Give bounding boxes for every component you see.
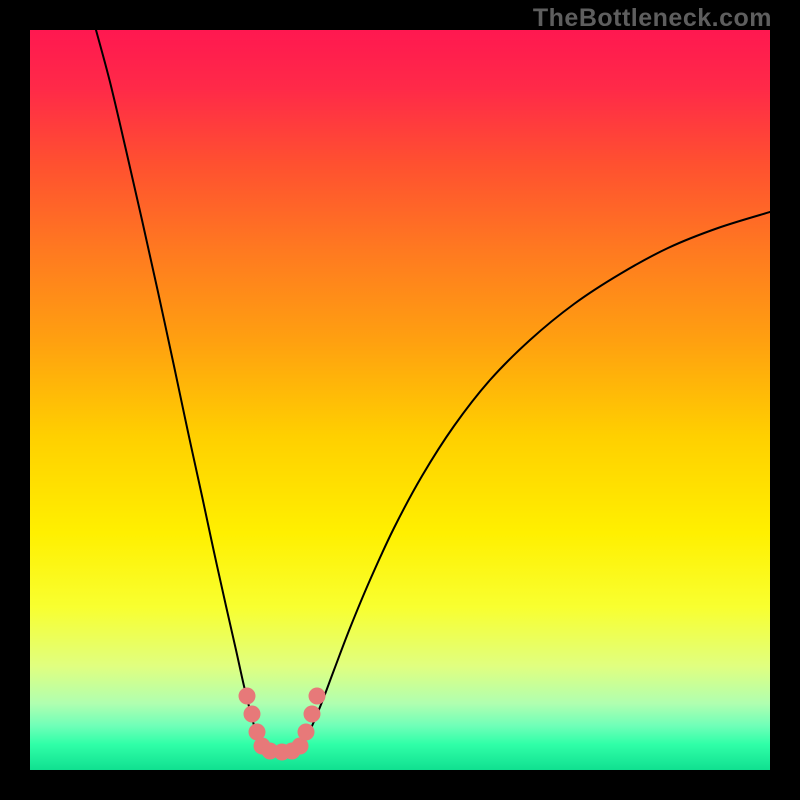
- valley-marker: [298, 724, 315, 741]
- valley-marker: [309, 688, 326, 705]
- watermark-text: TheBottleneck.com: [533, 4, 772, 33]
- valley-marker: [244, 706, 261, 723]
- valley-marker: [239, 688, 256, 705]
- valley-marker: [304, 706, 321, 723]
- chart-svg: [30, 30, 770, 770]
- plot-area: [30, 30, 770, 770]
- gradient-background: [30, 30, 770, 770]
